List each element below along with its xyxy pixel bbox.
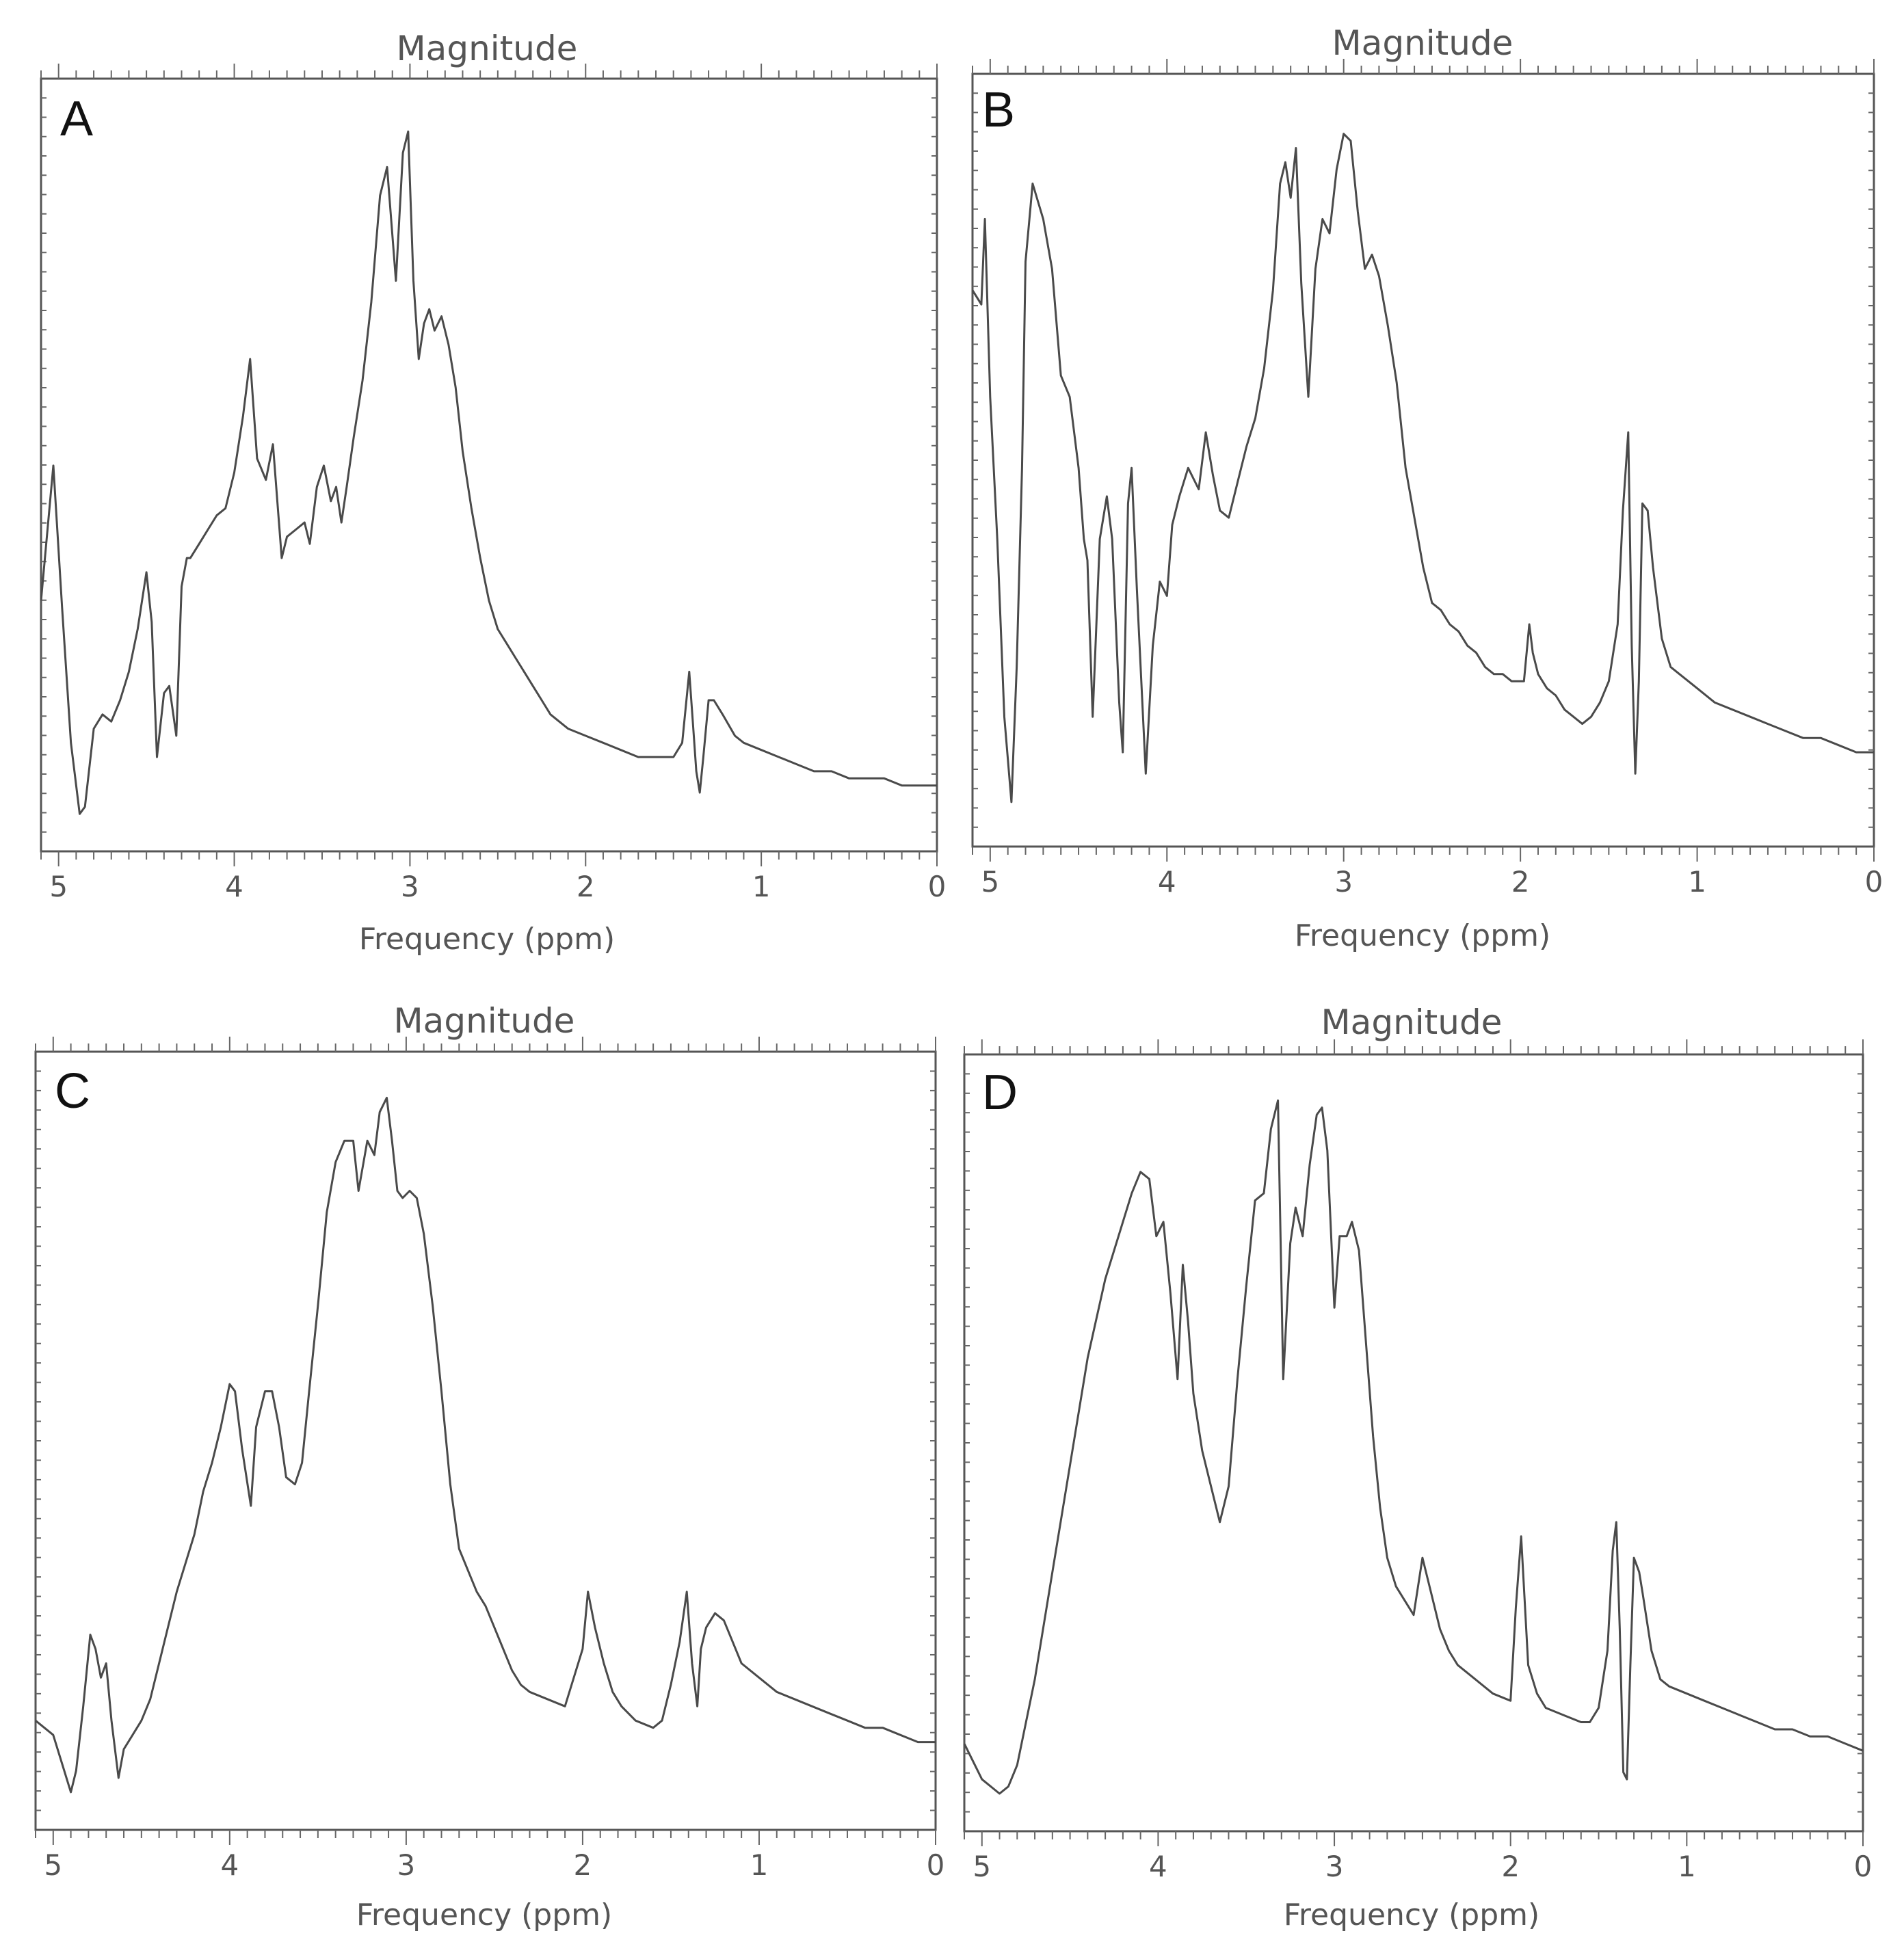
- x-tick-label: 0: [1854, 1850, 1873, 1883]
- x-tick-label: 1: [752, 870, 771, 903]
- panel-c-top-label: Magnitude: [394, 1001, 575, 1041]
- x-tick-label: 2: [1501, 1850, 1520, 1883]
- panel-c-bottom-ticks: [35, 1830, 936, 1845]
- panel-c-x-axis-label: Frequency (ppm): [356, 1898, 612, 1932]
- panel-a-bottom-ticks: [40, 851, 938, 866]
- panel-d-top-ticks: [964, 1039, 1864, 1054]
- panel-a-spectrum-line: [40, 130, 937, 815]
- panel-c-letter: C: [55, 1064, 90, 1119]
- x-tick-label: 5: [973, 1850, 991, 1883]
- panel-a-right-ticks: [931, 97, 937, 833]
- panel-b-top-label: Magnitude: [1332, 23, 1513, 63]
- panel-b-top-ticks: [972, 59, 1875, 74]
- panel-d-right-ticks: [1857, 1073, 1863, 1813]
- panel-a-x-tick-labels: 5 4 3 2 1 0: [49, 870, 946, 903]
- x-tick-label: 5: [44, 1848, 62, 1882]
- panel-c-top-ticks: [35, 1037, 936, 1052]
- panel-d-letter: D: [982, 1065, 1018, 1120]
- x-tick-label: 0: [927, 1848, 945, 1882]
- panel-b-right-ticks: [1868, 92, 1874, 828]
- panel-d-spectrum-line: [963, 1099, 1864, 1795]
- panel-a-left-ticks: [41, 97, 47, 833]
- panel-a: Magnitude A 5 4 3 2 1 0 Frequency (ppm): [40, 29, 946, 957]
- panel-c-spectrum-line: [35, 1096, 936, 1794]
- x-tick-label: 2: [574, 1848, 592, 1882]
- panel-a-letter: A: [60, 92, 93, 146]
- panel-b: Magnitude B 5 4 3 2 1 0 Frequency (ppm): [971, 23, 1883, 953]
- panel-c-right-ticks: [930, 1070, 936, 1811]
- x-tick-label: 3: [397, 1848, 416, 1882]
- panel-d-x-tick-labels: 5 4 3 2 1 0: [973, 1850, 1872, 1883]
- panel-c-left-ticks: [36, 1070, 41, 1811]
- x-tick-label: 3: [1334, 865, 1353, 899]
- panel-b-x-axis-label: Frequency (ppm): [1295, 918, 1550, 953]
- x-tick-label: 1: [750, 1848, 769, 1882]
- panel-c-x-tick-labels: 5 4 3 2 1 0: [44, 1848, 944, 1882]
- x-tick-label: 4: [225, 870, 243, 903]
- x-tick-label: 0: [928, 870, 947, 903]
- x-tick-label: 2: [1511, 865, 1530, 899]
- x-tick-label: 4: [220, 1848, 239, 1882]
- panel-d-left-ticks: [964, 1073, 970, 1813]
- panel-b-bottom-ticks: [972, 847, 1875, 862]
- x-tick-label: 5: [981, 865, 999, 899]
- panel-d-x-axis-label: Frequency (ppm): [1284, 1898, 1539, 1932]
- panel-b-left-ticks: [973, 92, 978, 828]
- x-tick-label: 3: [401, 870, 419, 903]
- x-tick-label: 3: [1325, 1850, 1344, 1883]
- panel-a-top-label: Magnitude: [397, 29, 578, 68]
- panel-d-top-label: Magnitude: [1321, 1002, 1503, 1042]
- panel-b-letter: B: [982, 83, 1015, 137]
- x-tick-label: 1: [1678, 1850, 1696, 1883]
- x-tick-label: 2: [577, 870, 595, 903]
- panel-a-x-axis-label: Frequency (ppm): [359, 922, 615, 957]
- panel-b-x-tick-labels: 5 4 3 2 1 0: [981, 865, 1883, 899]
- x-tick-label: 4: [1149, 1850, 1167, 1883]
- panel-d-bottom-ticks: [964, 1831, 1864, 1846]
- panel-b-spectrum-line: [971, 133, 1874, 803]
- x-tick-label: 5: [49, 870, 68, 903]
- x-tick-label: 4: [1158, 865, 1176, 899]
- panel-d: Magnitude D 5 4 3 2 1 0 Frequency (ppm): [963, 1002, 1872, 1932]
- x-tick-label: 0: [1865, 865, 1883, 899]
- x-tick-label: 1: [1688, 865, 1706, 899]
- panel-c: Magnitude C 5 4 3 2 1 0 Frequency (ppm): [34, 1001, 944, 1932]
- panel-a-top-ticks: [40, 64, 938, 79]
